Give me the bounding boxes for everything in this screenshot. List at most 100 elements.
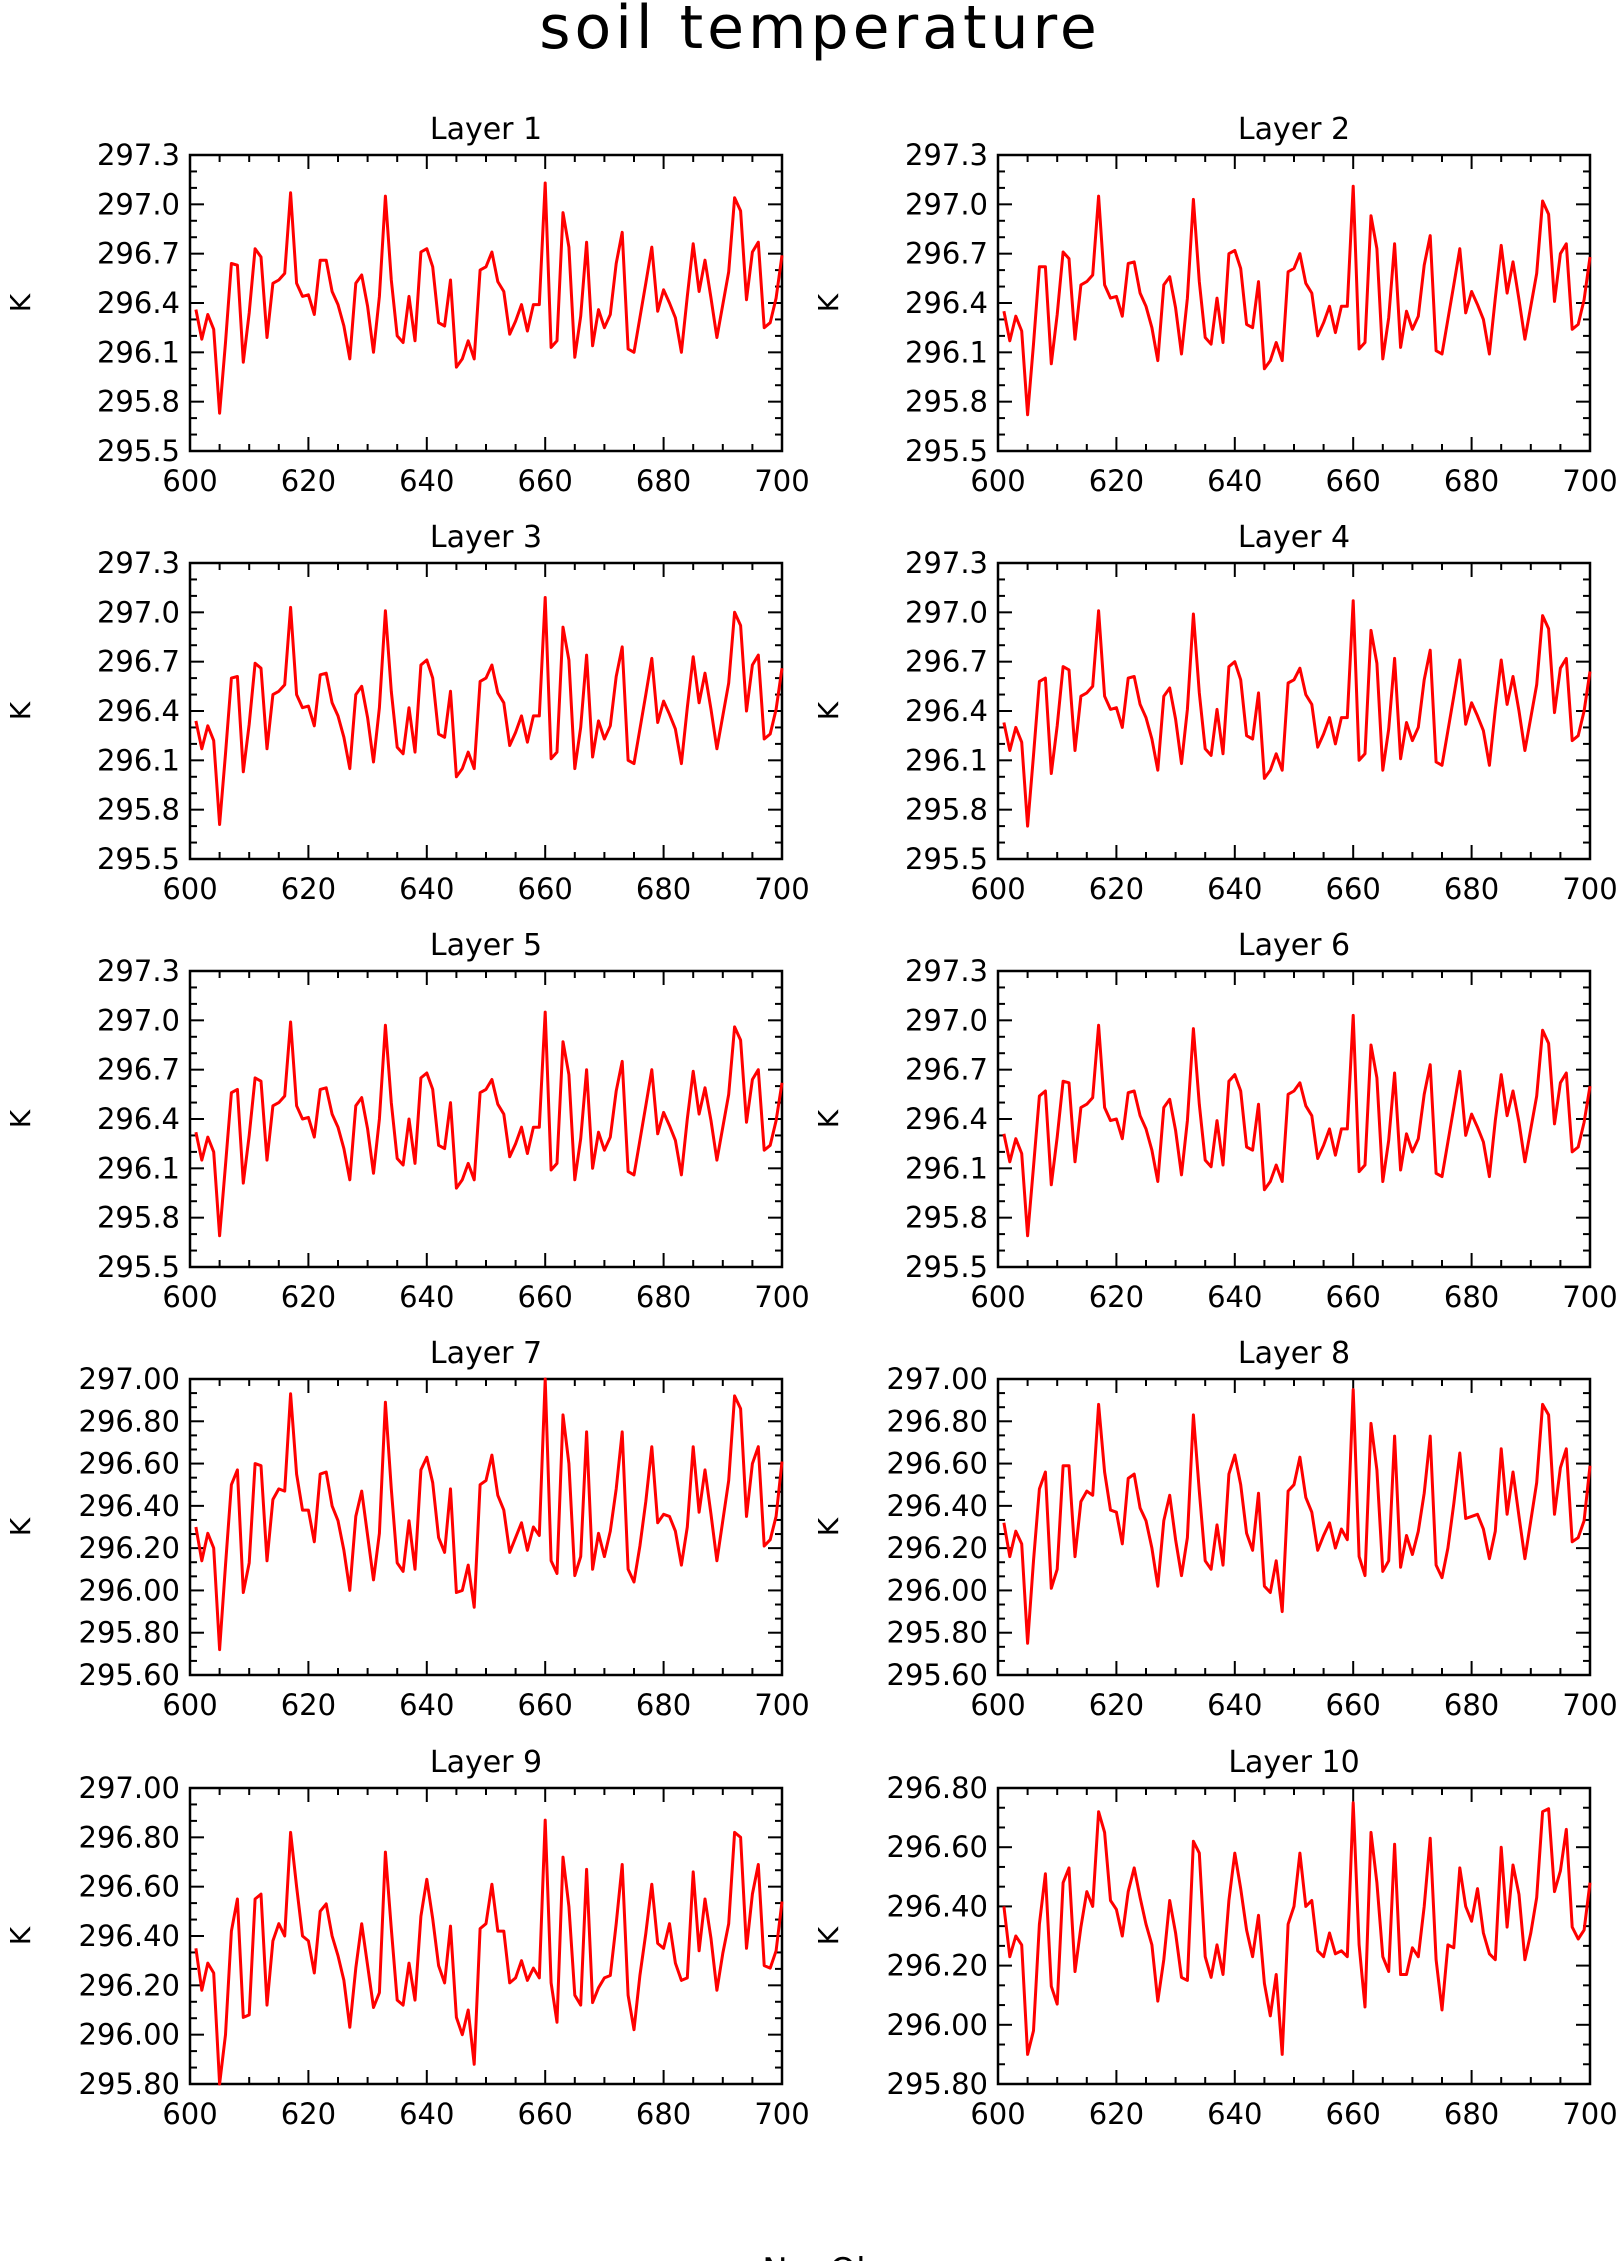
x-tick-label: 660	[1326, 872, 1381, 906]
panel-title: Layer 5	[430, 928, 542, 963]
y-tick-label: 296.40	[887, 1889, 988, 1923]
panel-title: Layer 9	[430, 1745, 542, 1780]
x-tick-label: 600	[970, 464, 1025, 498]
x-tick-label: 700	[1562, 1688, 1617, 1722]
x-tick-label: 600	[162, 2097, 217, 2131]
y-tick-label: 295.8	[97, 385, 180, 419]
y-axis-label: K	[4, 1109, 37, 1128]
y-tick-label: 296.00	[79, 2018, 180, 2052]
x-tick-label: 640	[1207, 1688, 1262, 1722]
y-tick-label: 296.60	[79, 1870, 180, 1904]
x-tick-label: 620	[281, 2097, 336, 2131]
x-tick-label: 620	[1089, 2097, 1144, 2131]
panel-title: Layer 10	[1228, 1745, 1359, 1780]
x-tick-label: 680	[1444, 1280, 1499, 1314]
y-tick-label: 297.3	[97, 954, 180, 988]
y-tick-label: 295.5	[97, 434, 180, 468]
x-tick-label: 600	[970, 1688, 1025, 1722]
y-axis-label: K	[4, 701, 37, 720]
x-tick-label: 620	[1089, 1280, 1144, 1314]
series-line-3	[194, 596, 784, 826]
series-line-8	[1002, 1388, 1592, 1645]
y-tick-label: 295.5	[905, 842, 988, 876]
y-tick-label: 296.00	[887, 1573, 988, 1607]
y-tick-label: 296.4	[97, 694, 180, 728]
x-tick-label: 700	[1562, 1280, 1617, 1314]
plot-frame	[188, 969, 784, 1269]
y-tick-label: 296.40	[79, 1489, 180, 1523]
y-tick-label: 296.1	[905, 743, 988, 777]
x-tick-label: 680	[636, 1280, 691, 1314]
y-axis-label: K	[4, 1517, 37, 1536]
x-tick-label: 680	[636, 1688, 691, 1722]
y-tick-label: 297.0	[97, 595, 180, 629]
chart-panel-1: Layer 1 600 620 640 660 680 700 295.5 295.8 296.1…	[4, 112, 810, 498]
chart-panel-7: Layer 7 600 620 640 660 680 700 295.60 295.80 296…	[4, 1336, 810, 1722]
y-tick-label: 297.00	[79, 1771, 180, 1805]
y-tick-label: 295.80	[79, 2067, 180, 2101]
y-tick-label: 296.1	[97, 335, 180, 369]
y-tick-label: 296.1	[97, 743, 180, 777]
x-tick-label: 680	[636, 2097, 691, 2131]
y-tick-label: 296.7	[97, 1053, 180, 1087]
x-tick-label: 640	[399, 2097, 454, 2131]
y-tick-label: 295.5	[97, 842, 180, 876]
series-line-7	[194, 1377, 784, 1652]
y-axis-label: K	[4, 293, 37, 312]
y-tick-label: 297.00	[79, 1362, 180, 1396]
chart-panels: Layer 1 600 620 640 660 680 700 295.5 295.8 296.1…	[4, 112, 1618, 2131]
y-tick-label: 296.4	[905, 694, 988, 728]
series-line-1	[194, 181, 784, 415]
plot-frame	[996, 969, 1592, 1269]
x-tick-label: 660	[518, 2097, 573, 2131]
y-tick-label: 296.80	[887, 1404, 988, 1438]
y-tick-label: 295.8	[905, 793, 988, 827]
x-tick-label: 660	[518, 464, 573, 498]
panel-title: Layer 8	[1238, 1336, 1350, 1371]
x-tick-label: 640	[1207, 2097, 1262, 2131]
x-tick-label: 620	[281, 1280, 336, 1314]
x-tick-label: 620	[281, 1688, 336, 1722]
y-tick-label: 296.80	[79, 1404, 180, 1438]
y-tick-label: 296.60	[887, 1830, 988, 1864]
y-axis-label: K	[812, 1926, 845, 1945]
y-tick-label: 296.7	[905, 645, 988, 679]
chart-panel-4: Layer 4 600 620 640 660 680 700 295.5 295.8 296.1…	[812, 520, 1618, 906]
chart-panel-9: Layer 9 600 620 640 660 680 700 295.80 296.00 296…	[4, 1745, 810, 2131]
panel-title: Layer 2	[1238, 112, 1350, 147]
y-tick-label: 295.8	[97, 793, 180, 827]
x-tick-label: 620	[1089, 464, 1144, 498]
x-tick-label: 680	[1444, 2097, 1499, 2131]
x-tick-label: 620	[1089, 872, 1144, 906]
y-tick-label: 296.20	[79, 1531, 180, 1565]
x-tick-label: 660	[1326, 1688, 1381, 1722]
x-tick-label: 640	[399, 1280, 454, 1314]
y-tick-label: 296.60	[79, 1447, 180, 1481]
plot-frame	[996, 561, 1592, 861]
x-tick-label: 640	[399, 464, 454, 498]
y-tick-label: 297.0	[97, 187, 180, 221]
y-tick-label: 297.3	[97, 546, 180, 580]
y-tick-label: 296.20	[79, 1968, 180, 2002]
chart-panel-5: Layer 5 600 620 640 660 680 700 295.5 295.8 296.1…	[4, 928, 810, 1314]
chart-panel-2: Layer 2 600 620 640 660 680 700 295.5 295.8 296.1…	[812, 112, 1618, 498]
x-tick-label: 680	[636, 872, 691, 906]
y-tick-label: 296.20	[887, 1949, 988, 1983]
panel-title: Layer 7	[430, 1336, 542, 1371]
y-tick-label: 296.7	[97, 645, 180, 679]
x-tick-label: 680	[636, 464, 691, 498]
plot-frame	[188, 1377, 784, 1677]
y-tick-label: 295.8	[905, 1201, 988, 1235]
y-tick-label: 296.4	[97, 1102, 180, 1136]
y-tick-label: 295.8	[905, 385, 988, 419]
y-tick-label: 296.4	[905, 1102, 988, 1136]
x-tick-label: 600	[162, 1280, 217, 1314]
x-tick-label: 700	[754, 1688, 809, 1722]
y-tick-label: 295.80	[887, 1616, 988, 1650]
x-tick-label: 640	[1207, 872, 1262, 906]
y-tick-label: 297.3	[905, 546, 988, 580]
x-tick-label: 600	[970, 2097, 1025, 2131]
x-tick-label: 660	[518, 1688, 573, 1722]
chart-panel-3: Layer 3 600 620 640 660 680 700 295.5 295.8 296.1…	[4, 520, 810, 906]
